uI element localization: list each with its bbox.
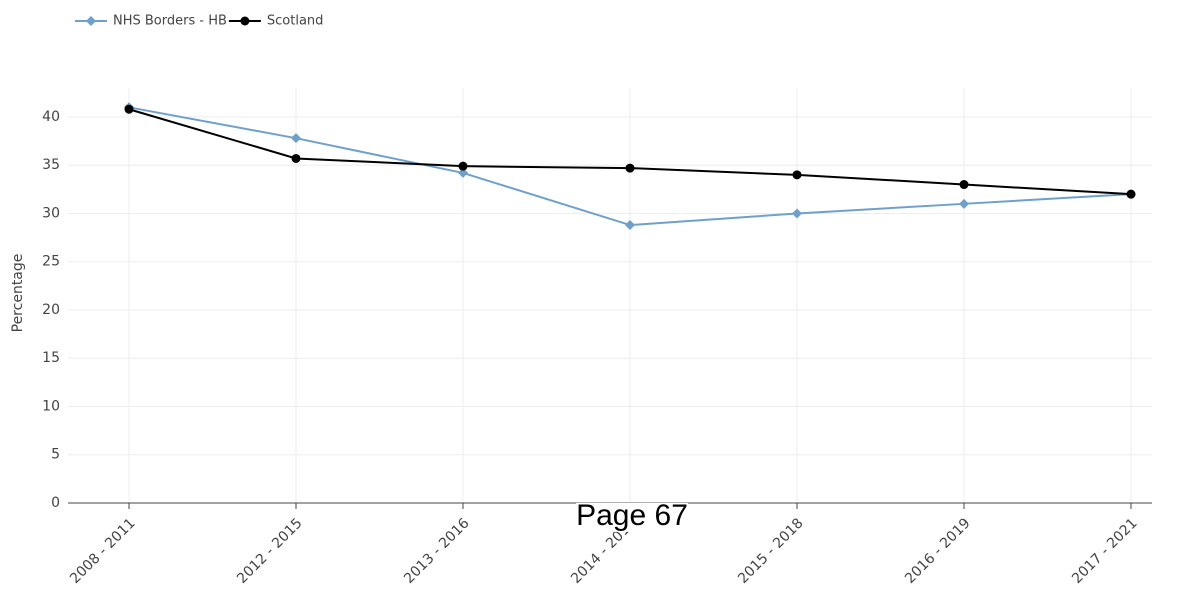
y-tick-label: 25 [42,254,60,270]
x-tick-label: 2013 - 2016 [401,515,473,587]
y-tick-label: 5 [51,447,60,463]
y-tick-label: 35 [42,157,60,173]
marker [1126,189,1136,199]
y-tick-label: 20 [42,302,60,318]
legend-label: NHS Borders - HB [113,14,227,29]
y-axis-label: Percentage [10,254,26,333]
annotation-background [576,502,688,532]
marker [792,208,802,219]
marker [291,153,301,163]
marker [124,104,134,114]
legend: NHS Borders - HB Scotland [75,14,323,29]
marker [625,163,635,173]
marker [959,180,969,190]
y-tick-label: 40 [42,109,60,125]
y-tick-label: 15 [42,350,60,366]
page-number: Page 67 [576,499,688,532]
x-tick-label: 2017 - 2021 [1069,515,1141,587]
marker [458,161,468,171]
marker [86,16,96,26]
marker [625,220,635,231]
y-tick-label: 0 [51,495,60,511]
marker [291,133,301,144]
marker [959,198,969,209]
x-tick-label: 2015 - 2018 [735,515,807,587]
marker [240,16,250,26]
x-tick-label: 2012 - 2015 [234,515,306,587]
x-tick-label: 2008 - 2011 [67,515,139,587]
x-tick-label: 2016 - 2019 [902,515,974,587]
legend-label: Scotland [267,14,324,29]
y-tick-label: 30 [42,205,60,221]
marker [458,167,468,178]
marker [792,170,802,180]
y-tick-label: 10 [42,398,60,414]
